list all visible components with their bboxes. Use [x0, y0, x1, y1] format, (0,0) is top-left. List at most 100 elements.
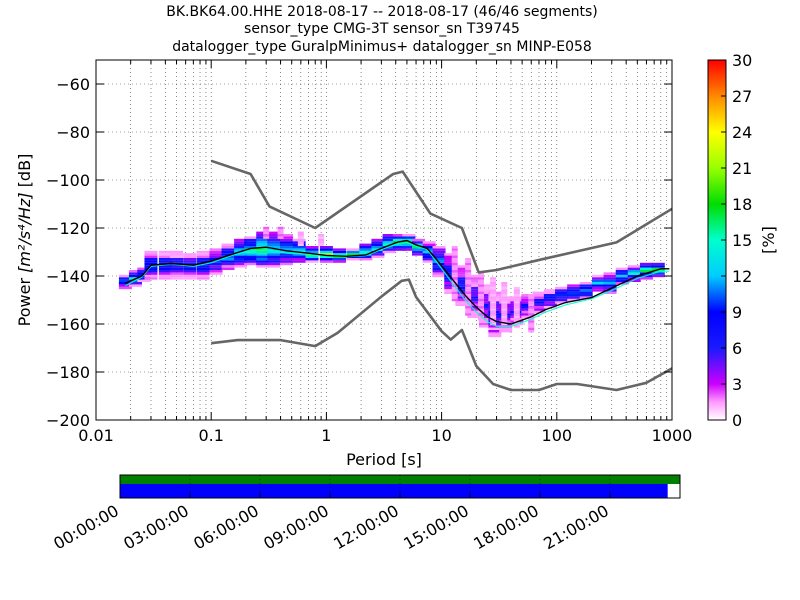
psd-outlier-cell	[490, 282, 497, 285]
psd-outlier-cell	[451, 260, 458, 263]
psd-outlier-cell	[513, 313, 520, 316]
psd-density-cell	[627, 277, 641, 280]
psd-density-cell	[305, 250, 319, 254]
psd-outlier-cell	[490, 296, 497, 299]
y-axis-label: Power [m²/s⁴/Hz] [dB]	[15, 154, 34, 327]
timeline-label: 15:00:00	[400, 501, 472, 553]
psd-outlier-cell	[528, 327, 535, 330]
psd-outlier-cell	[478, 303, 485, 306]
psd-plot: 0.01 0.1 1 10 100 1000 −200 −180 −160 −140 −120 −1…	[15, 59, 692, 469]
psd-outlier-cell	[490, 308, 497, 311]
psd-density-cell	[543, 303, 557, 306]
psd-outlier-cell	[490, 279, 497, 282]
psd-density-cell	[382, 236, 396, 239]
psd-density-cell	[234, 241, 248, 244]
psd-outlier-cell	[465, 270, 472, 273]
psd-density-cell	[467, 286, 481, 290]
psd-density-cell	[267, 255, 281, 258]
psd-outlier-cell	[478, 313, 485, 316]
psd-density-cell	[555, 291, 569, 294]
psd-density-cell	[234, 265, 248, 268]
psd-density-cell	[137, 270, 151, 273]
psd-density-cell	[392, 234, 406, 237]
psd-density-cell	[455, 286, 469, 290]
timeline-label: 03:00:00	[120, 501, 192, 553]
psd-density-cell	[455, 272, 469, 275]
psd-density-cell	[267, 238, 281, 242]
psd-density-cell	[411, 241, 425, 244]
psd-outlier-cell	[277, 234, 284, 237]
psd-density-cell	[267, 234, 281, 237]
psd-density-cell	[371, 243, 385, 246]
psd-outlier-cell	[451, 255, 458, 258]
psd-outlier-cell	[528, 298, 535, 302]
psd-density-cell	[579, 284, 593, 287]
psd-density-cell	[158, 270, 172, 273]
psd-outlier-cell	[465, 286, 472, 290]
psd-outlier-cell	[465, 306, 472, 309]
psd-outlier-cell	[451, 286, 458, 290]
psd-density-cell	[455, 274, 469, 278]
psd-density-cell	[267, 262, 281, 266]
psd-outlier-cell	[465, 277, 472, 280]
psd-density-cell	[543, 296, 557, 299]
psd-density-cell	[221, 250, 235, 254]
psd-density-cell	[627, 279, 641, 282]
psd-density-cell	[196, 260, 210, 263]
psd-outlier-cell	[451, 270, 458, 273]
psd-outlier-cell	[465, 265, 472, 268]
psd-density-cell	[196, 250, 210, 254]
psd-density-cell	[455, 303, 469, 306]
psd-density-cell	[244, 246, 258, 249]
psd-outlier-cell	[501, 320, 508, 323]
psd-density-cell	[432, 246, 446, 249]
psd-outlier-cell	[451, 296, 458, 299]
psd-outlier-cell	[465, 279, 472, 282]
y-tick-label: −120	[46, 219, 90, 238]
psd-density-cell	[543, 301, 557, 304]
timeline-label: 00:00:00	[50, 501, 122, 553]
psd-outlier-cell	[297, 238, 304, 242]
psd-density-cell	[455, 298, 469, 302]
psd-density-cell	[371, 253, 385, 256]
psd-density-cell	[402, 243, 416, 246]
psd-density-cell	[333, 260, 347, 263]
psd-density-cell	[591, 284, 605, 287]
psd-outlier-cell	[478, 301, 485, 304]
psd-density-cell	[256, 234, 270, 237]
psd-density-cell	[615, 272, 629, 275]
data-coverage-bar	[120, 484, 668, 498]
psd-density-cell	[144, 272, 158, 275]
y-tick-label: −80	[56, 123, 90, 142]
psd-density-cell	[411, 253, 425, 256]
psd-density-cell	[422, 253, 436, 256]
psd-outlier-cell	[263, 231, 270, 234]
psd-outlier-cell	[513, 303, 520, 306]
psd-density-cell	[467, 284, 481, 287]
psd-density-cell	[615, 274, 629, 278]
psd-density-cell	[279, 260, 293, 263]
x-tick-label: 1	[321, 426, 331, 445]
psd-density-cell	[432, 270, 446, 273]
psd-density-cell	[244, 258, 258, 261]
psd-density-cell	[183, 274, 197, 278]
psd-density-cell	[196, 277, 210, 280]
psd-outlier-cell	[465, 267, 472, 270]
psd-density-cell	[467, 294, 481, 297]
psd-density-cell	[170, 272, 184, 275]
psd-density-cell	[221, 246, 235, 249]
psd-density-cell	[444, 260, 458, 263]
psd-density-cell	[319, 260, 333, 263]
psd-density-cell	[279, 236, 293, 239]
psd-density-cell	[346, 258, 360, 261]
psd-density-cell	[209, 267, 223, 270]
title-line: BK.BK64.00.HHE 2018-08-17 -- 2018-08-17 …	[166, 4, 598, 20]
psd-outlier-cell	[465, 282, 472, 285]
psd-density-cell	[371, 246, 385, 249]
colorbar-tick-label: 3	[732, 375, 742, 394]
psd-density-cell	[488, 325, 502, 328]
psd-density-histogram	[118, 226, 665, 338]
psd-density-cell	[118, 279, 132, 282]
psd-density-cell	[221, 260, 235, 263]
